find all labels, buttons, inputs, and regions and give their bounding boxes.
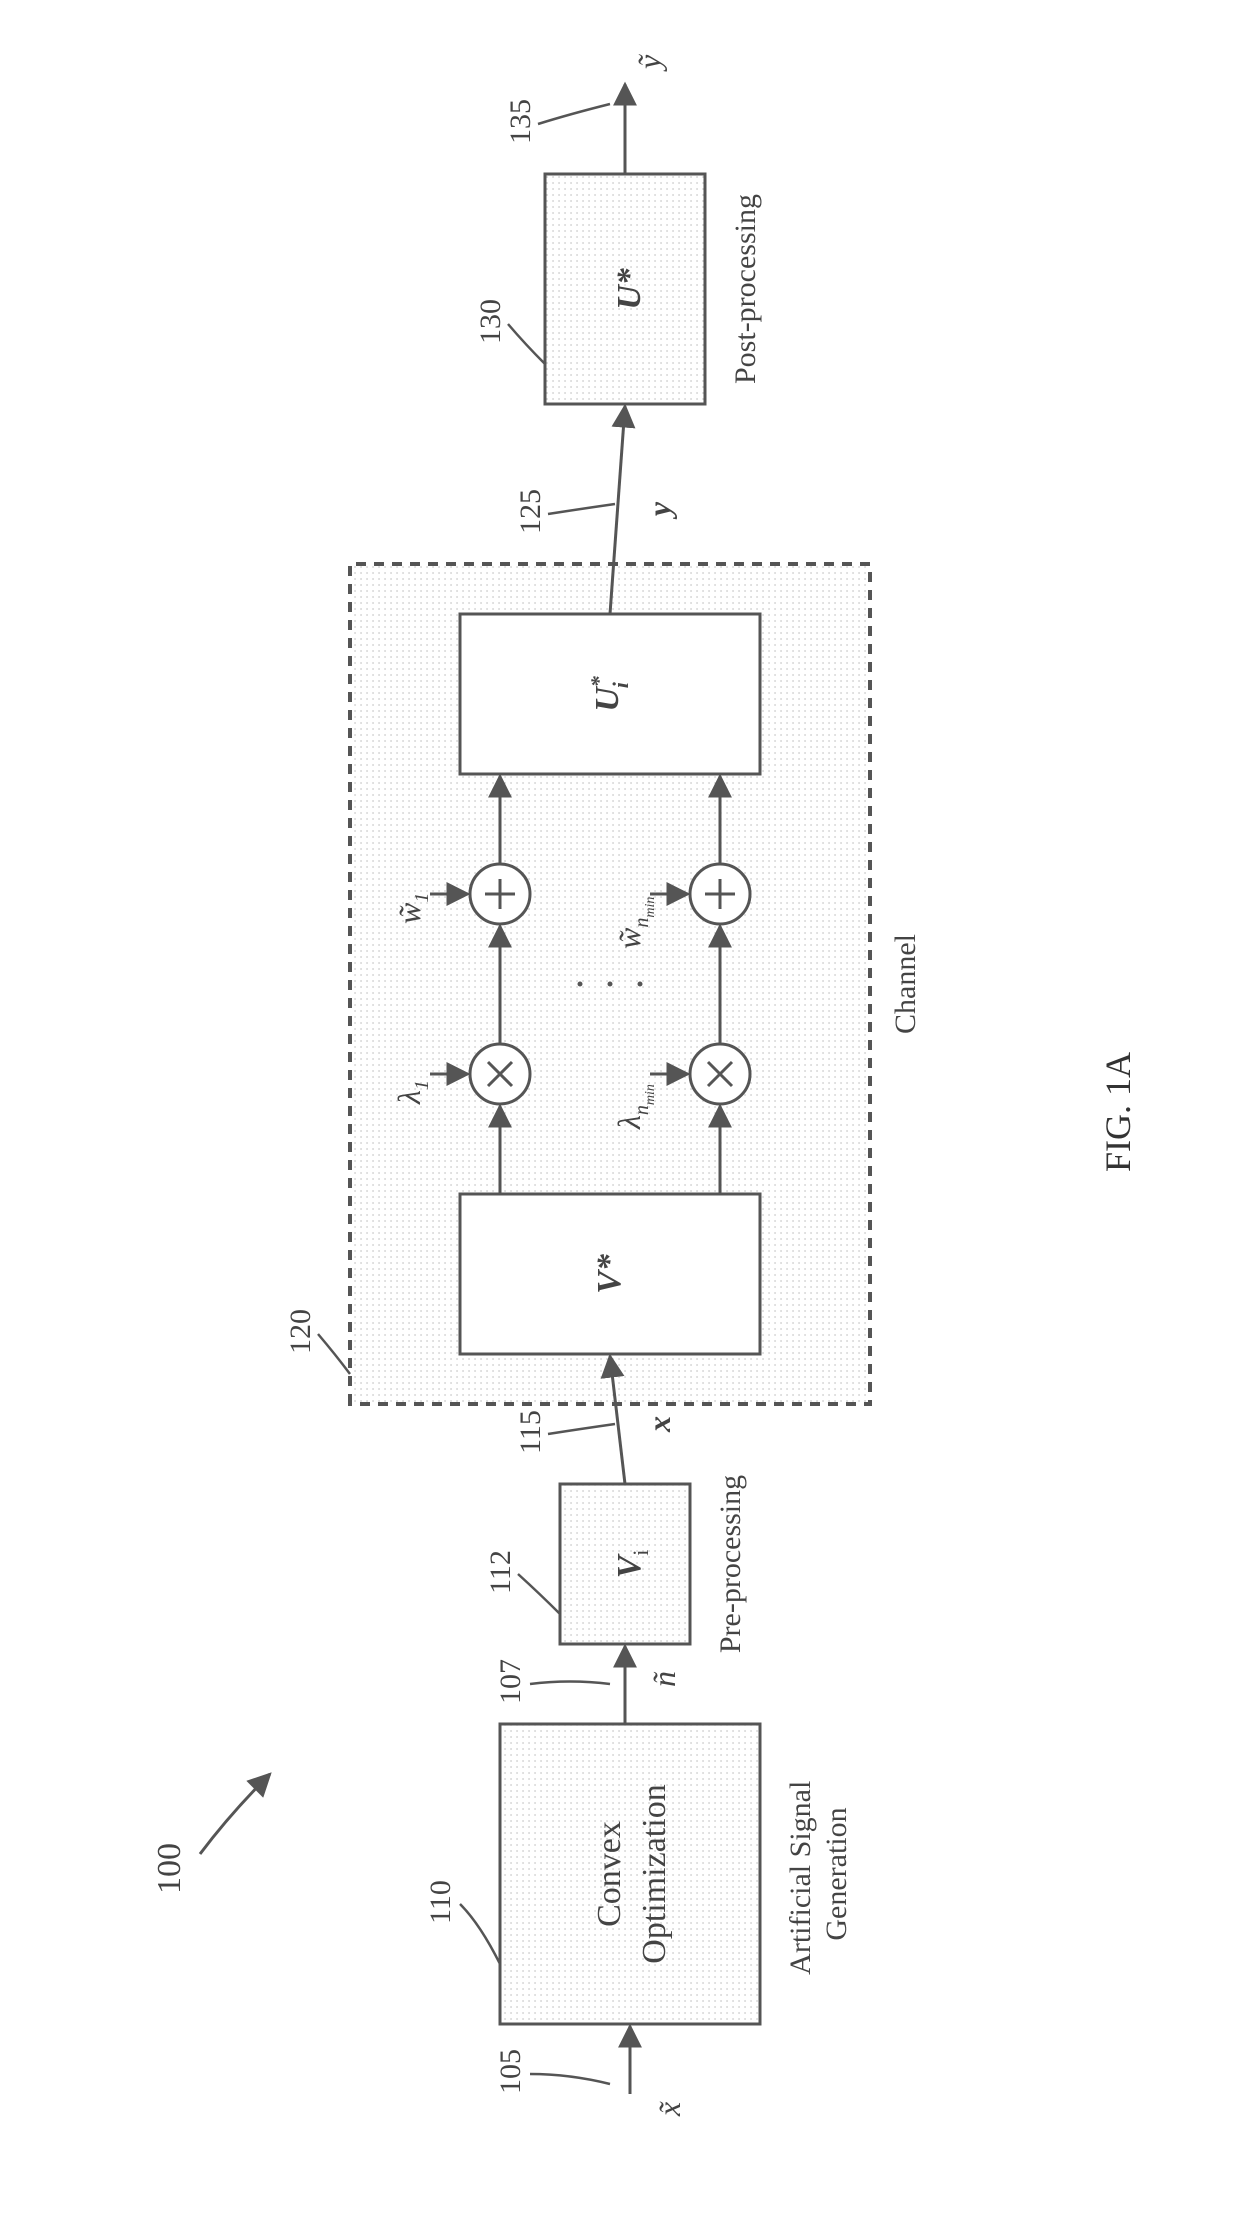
figure-label: FIG. 1A [1098,1052,1138,1172]
diagram-canvas: 100 Convex Optimization Vi V* U* i [0,0,1240,2224]
Ustar-label: U* [611,267,648,310]
Vstar-label: V* [591,1253,628,1294]
ref-130-leader [508,324,545,364]
vdots-2 [608,982,613,987]
ref-107-leader [530,1682,610,1685]
convex-box-line1: Convex [591,1821,628,1927]
section-post: Post-processing [729,194,762,384]
ref-130: 130 [474,299,507,344]
Uistar-sub: i [608,681,633,688]
Vi-sub: i [628,1550,653,1556]
ref-120: 120 [284,1309,317,1354]
vdots-3 [638,982,643,987]
ref-105: 105 [494,2049,527,2094]
ref-107: 107 [494,1659,527,1704]
ntilde-label: ñ [646,1671,682,1687]
ref-110: 110 [424,1880,457,1924]
ref-125-leader [548,504,615,514]
convex-box-line2: Optimization [636,1784,673,1963]
system-ref-arrow [200,1774,270,1854]
ref-105-leader [530,2074,610,2084]
ref-115: 115 [514,1410,547,1454]
ref-112-leader [518,1574,560,1614]
section-artificial: Artificial Signal Generation [784,1773,853,1975]
section-channel: Channel [889,934,922,1034]
ref-125: 125 [514,489,547,534]
ytilde-label: ỹ [631,54,667,72]
ref-135: 135 [504,99,537,144]
vdots-1 [578,982,583,987]
ref-135-leader [538,104,610,124]
x-label: x [641,1416,677,1433]
xtilde-label: x̃ [651,2101,687,2117]
Ustar-main: U* [611,267,648,310]
Uistar-main: U [589,685,626,712]
ref-112: 112 [484,1550,517,1594]
Vi-main: V [611,1553,648,1578]
ref-115-leader [548,1424,615,1434]
system-ref: 100 [151,1843,188,1894]
ref-120-leader [318,1334,350,1374]
ref-110-leader [460,1904,500,1964]
Vstar-main: V* [591,1253,628,1294]
y-label: y [641,501,677,520]
convex-box [500,1724,760,2024]
section-pre: Pre-processing [714,1475,747,1653]
